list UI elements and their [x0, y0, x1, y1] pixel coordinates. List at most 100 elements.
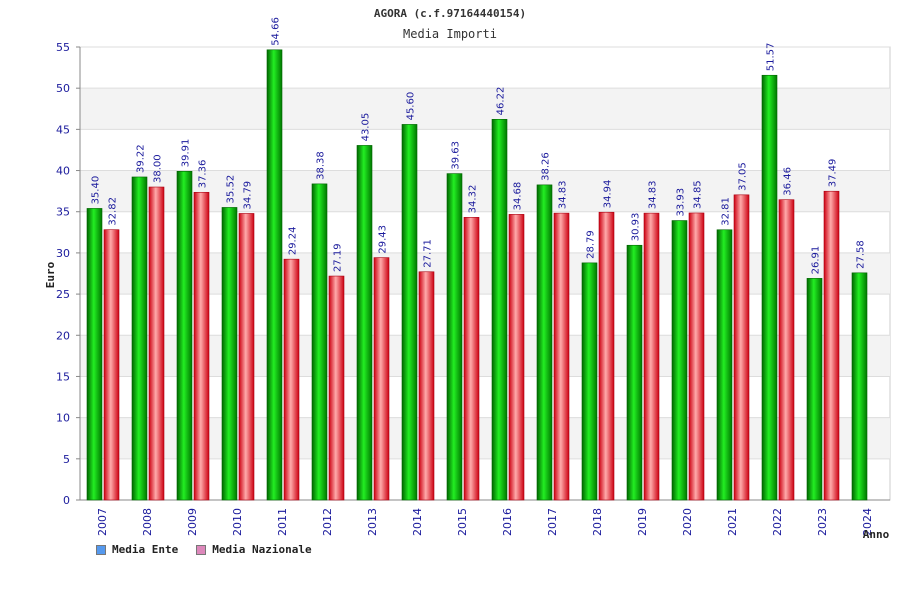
- data-label: 39.22: [136, 144, 147, 173]
- y-tick-label: 25: [56, 288, 70, 301]
- bar-media-nazionale: [733, 194, 750, 501]
- bar-media-ente: [221, 207, 238, 501]
- bar-media-ente: [536, 184, 553, 501]
- bar-media-ente: [446, 173, 463, 501]
- y-tick-label: 50: [56, 82, 70, 95]
- data-label: 34.68: [513, 182, 524, 211]
- legend-swatch-media-nazionale: [196, 544, 207, 555]
- data-label: 36.46: [783, 167, 794, 196]
- data-label: 34.83: [648, 180, 659, 209]
- data-label: 34.32: [468, 185, 479, 214]
- x-tick-label: 2009: [186, 508, 199, 536]
- bar-media-ente: [626, 244, 643, 501]
- bar-media-nazionale: [328, 275, 345, 501]
- legend-swatch-media-ente: [96, 544, 106, 555]
- bar-media-ente: [581, 262, 598, 501]
- bar-media-nazionale: [823, 190, 840, 501]
- data-label: 51.57: [766, 43, 777, 72]
- bar-media-ente: [806, 278, 823, 501]
- data-label: 27.71: [423, 239, 434, 268]
- bar-media-nazionale: [148, 186, 165, 501]
- bar-media-nazionale: [598, 211, 615, 501]
- x-axis-title: Anno: [863, 528, 890, 541]
- bar-media-ente: [491, 119, 508, 501]
- data-label: 37.49: [828, 159, 839, 188]
- x-tick-label: 2018: [591, 508, 604, 536]
- data-label: 39.63: [451, 141, 462, 170]
- x-axis-ticks: 2007 2008 2009 2010 2011 2012 2013 2014 2015 2016…: [96, 508, 874, 536]
- bar-media-ente: [761, 74, 778, 501]
- bar-media-ente: [266, 49, 283, 501]
- bar-media-ente: [176, 170, 193, 501]
- bar-media-nazionale: [418, 271, 435, 501]
- data-label: 27.19: [333, 243, 344, 272]
- data-label: 32.82: [108, 197, 119, 226]
- y-tick-label: 20: [56, 329, 70, 342]
- x-tick-label: 2023: [816, 508, 829, 536]
- x-tick-label: 2007: [96, 508, 109, 536]
- y-tick-label: 45: [56, 123, 70, 136]
- bar-media-nazionale: [193, 191, 210, 501]
- bar-media-nazionale: [373, 257, 390, 501]
- x-tick-label: 2019: [636, 508, 649, 536]
- data-label: 26.91: [811, 246, 822, 275]
- x-tick-label: 2024: [861, 508, 874, 536]
- data-label: 54.66: [271, 17, 282, 46]
- bar-media-nazionale: [688, 212, 705, 501]
- bar-media-ente: [86, 208, 103, 501]
- x-tick-label: 2020: [681, 508, 694, 536]
- grid-band: [80, 88, 890, 130]
- bar-media-ente: [851, 272, 868, 501]
- x-tick-label: 2015: [456, 508, 469, 536]
- data-label: 32.81: [721, 197, 732, 226]
- bar-media-ente: [671, 220, 688, 501]
- x-tick-label: 2016: [501, 508, 514, 536]
- bar-media-ente: [356, 145, 373, 501]
- bar-media-ente: [716, 229, 733, 501]
- data-label: 34.85: [693, 180, 704, 209]
- data-label: 37.05: [738, 162, 749, 191]
- bar-media-nazionale: [643, 212, 660, 501]
- bars: 35.40 32.82 39.22 38.00 39.91 37.36 35.52 34.79…: [86, 17, 868, 501]
- legend-label-media-ente: Media Ente: [112, 543, 179, 556]
- data-label: 37.36: [198, 160, 209, 189]
- chart-subtitle: Media Importi: [403, 27, 497, 41]
- data-label: 29.43: [378, 225, 389, 254]
- bar-media-ente: [311, 183, 328, 501]
- bar-media-nazionale: [103, 229, 120, 501]
- grid-band: [80, 335, 890, 377]
- y-axis-ticks: 0 5 10 15 20 25 30 35 40 45 50 55: [56, 41, 80, 507]
- grid-band: [80, 252, 890, 295]
- data-label: 46.22: [496, 87, 507, 116]
- y-tick-label: 0: [63, 494, 70, 507]
- x-tick-label: 2021: [726, 508, 739, 536]
- data-label: 39.91: [181, 139, 192, 168]
- y-tick-label: 35: [56, 206, 70, 219]
- bar-media-nazionale: [778, 199, 795, 501]
- data-label: 29.24: [288, 227, 299, 256]
- x-tick-label: 2008: [141, 508, 154, 536]
- data-label: 38.26: [541, 152, 552, 181]
- grid-band: [80, 417, 890, 459]
- x-tick-label: 2012: [321, 508, 334, 536]
- data-label: 45.60: [406, 92, 417, 121]
- legend: Media Ente Media Nazionale: [96, 543, 312, 556]
- bar-media-nazionale: [283, 258, 300, 501]
- data-label: 28.79: [586, 230, 597, 259]
- y-tick-label: 40: [56, 165, 70, 178]
- data-label: 38.00: [153, 154, 164, 183]
- x-tick-label: 2011: [276, 508, 289, 536]
- chart-title: AGORA (c.f.97164440154): [374, 7, 526, 20]
- bar-media-ente: [131, 176, 148, 501]
- bar-media-nazionale: [463, 217, 480, 501]
- x-tick-label: 2022: [771, 508, 784, 536]
- legend-label-media-nazionale: Media Nazionale: [212, 543, 312, 556]
- x-tick-label: 2014: [411, 508, 424, 536]
- y-tick-label: 55: [56, 41, 70, 54]
- data-label: 35.40: [91, 176, 102, 205]
- x-tick-label: 2010: [231, 508, 244, 536]
- data-label: 30.93: [631, 213, 642, 242]
- bar-media-ente: [401, 124, 418, 501]
- y-tick-label: 10: [56, 412, 70, 425]
